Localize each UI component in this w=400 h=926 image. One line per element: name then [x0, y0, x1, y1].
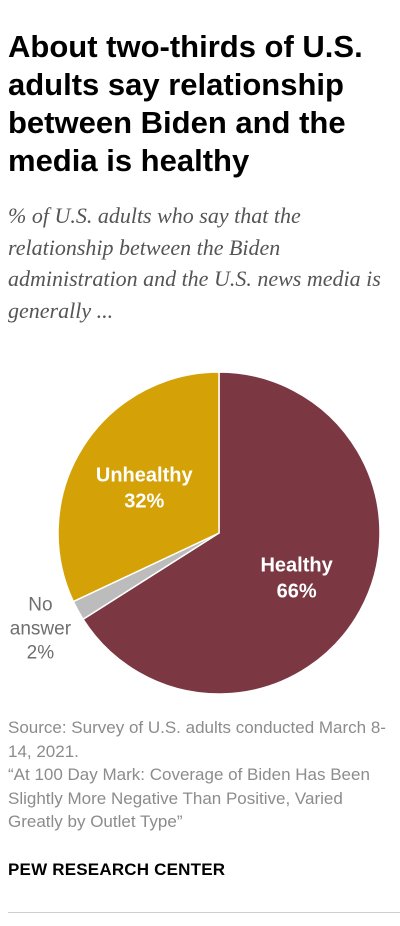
slice-label-unhealthy: Unhealthy 32%	[96, 465, 194, 513]
brand-name: PEW RESEARCH CENTER	[8, 860, 226, 879]
slice-label-healthy: Healthy 66%	[260, 555, 333, 603]
slice-label-no-answer: No answer 2%	[10, 594, 72, 663]
chart-subtitle: % of U.S. adults who say that the relati…	[8, 203, 381, 323]
pie-chart-svg: Healthy 66% No answer 2% Unhealthy 32%	[10, 371, 381, 695]
source-line: Source: Survey of U.S. adults conducted …	[8, 718, 386, 761]
footer-divider	[8, 912, 400, 913]
source-note: Source: Survey of U.S. adults conducted …	[8, 716, 396, 834]
pie-slice-unhealthy	[57, 371, 220, 603]
pie-slice-healthy	[82, 371, 381, 695]
chart-title: About two-thirds of U.S. adults say rela…	[8, 29, 363, 178]
report-title-line: “At 100 Day Mark: Coverage of Biden Has …	[8, 765, 370, 831]
pie-chart: Healthy 66% No answer 2% Unhealthy 32%	[0, 360, 400, 710]
